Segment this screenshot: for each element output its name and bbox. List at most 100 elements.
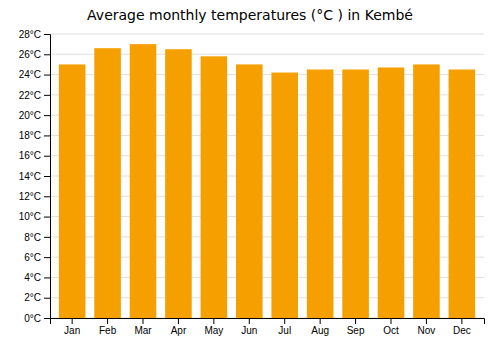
x-tick: Mar	[134, 318, 152, 336]
y-tick-mark	[44, 54, 50, 55]
y-tick-mark	[44, 277, 50, 278]
y-tick-mark	[44, 298, 50, 299]
y-tick-label: 18°C	[19, 130, 41, 141]
y-tick-label: 10°C	[19, 211, 41, 222]
x-tick-mark	[391, 318, 392, 324]
bar	[271, 73, 298, 318]
y-tick-mark	[44, 196, 50, 197]
x-tick-label: Jan	[64, 325, 80, 336]
x-tick-mark	[249, 318, 250, 324]
y-tick-label: 14°C	[19, 171, 41, 182]
bars	[59, 44, 475, 318]
x-tick-mark	[143, 318, 144, 324]
bar	[413, 64, 440, 318]
y-tick-mark	[44, 75, 50, 76]
x-tick: Feb	[99, 318, 117, 336]
y-tick: 0°C	[24, 313, 50, 324]
y-tick-label: 2°C	[24, 292, 41, 303]
y-tick-label: 16°C	[19, 150, 41, 161]
y-tick-label: 6°C	[24, 252, 41, 263]
x-tick-mark	[320, 318, 321, 324]
bar	[307, 70, 334, 319]
y-tick-mark	[44, 237, 50, 238]
bar	[59, 64, 86, 318]
y-tick-label: 22°C	[19, 90, 41, 101]
x-tick-label: Mar	[134, 325, 152, 336]
y-tick: 20°C	[19, 110, 50, 121]
x-tick-mark	[213, 318, 214, 324]
bar	[201, 56, 228, 318]
grid-line	[50, 34, 484, 35]
y-tick: 28°C	[19, 29, 50, 40]
x-tick-mark	[355, 318, 356, 324]
y-tick-label: 24°C	[19, 69, 41, 80]
x-tick-label: Apr	[171, 325, 187, 336]
bar	[94, 48, 121, 318]
y-tick-label: 20°C	[19, 110, 41, 121]
y-tick: 24°C	[19, 69, 50, 80]
plot: 0°C 2°C 4°C 6°C 8°C 10°C 12°C 14°C 16°C 18°C 20°C 2…	[19, 29, 485, 336]
y-tick: 8°C	[24, 232, 50, 243]
title: Average monthly temperatures (°C ) in Ke…	[87, 7, 413, 23]
x-tick: Nov	[418, 318, 436, 336]
x-tick: Jun	[241, 318, 257, 336]
bar	[130, 44, 157, 318]
y-tick-label: 28°C	[19, 29, 41, 40]
y-tick: 22°C	[19, 90, 50, 101]
x-tick-label: Sep	[347, 325, 365, 336]
y-tick-mark	[44, 34, 50, 35]
y-tick-mark	[44, 318, 50, 319]
grid	[50, 34, 484, 318]
y-tick-label: 0°C	[24, 313, 41, 324]
y-tick: 26°C	[19, 49, 50, 60]
y-tick: 6°C	[24, 252, 50, 263]
bar	[378, 67, 405, 318]
x-tick: Oct	[383, 318, 399, 336]
x-tick-label: Dec	[453, 325, 471, 336]
y-tick: 18°C	[19, 130, 50, 141]
y-tick-mark	[44, 176, 50, 177]
y-axis: 0°C 2°C 4°C 6°C 8°C 10°C 12°C 14°C 16°C 18°C 20°C 2…	[19, 29, 51, 324]
x-tick: Jul	[278, 318, 291, 336]
y-axis-line	[44, 35, 51, 319]
y-tick-mark	[44, 156, 50, 157]
x-tick-mark	[461, 318, 462, 324]
bar	[342, 70, 369, 319]
x-tick-label: Nov	[418, 325, 436, 336]
y-tick-label: 4°C	[24, 272, 41, 283]
x-tick: Apr	[171, 318, 187, 336]
x-tick-mark	[72, 318, 73, 324]
x-tick-mark	[178, 318, 179, 324]
x-tick-label: Feb	[99, 325, 117, 336]
x-tick-label: Jul	[278, 325, 291, 336]
y-tick-label: 8°C	[24, 232, 41, 243]
x-axis-line	[51, 319, 485, 325]
y-tick-mark	[44, 95, 50, 96]
x-tick: Aug	[311, 318, 329, 336]
y-tick-mark	[44, 217, 50, 218]
x-tick: May	[204, 318, 223, 336]
x-tick: Sep	[347, 318, 365, 336]
chart: Average monthly temperatures (°C ) in Ke…	[0, 0, 500, 350]
y-tick: 14°C	[19, 171, 50, 182]
x-tick-mark	[284, 318, 285, 324]
x-axis: Jan Feb Mar Apr May Jun Jul Aug Sep Oct Nov Dec	[51, 318, 485, 336]
x-tick-label: Jun	[241, 325, 257, 336]
y-tick: 12°C	[19, 191, 50, 202]
bar	[236, 64, 263, 318]
y-tick: 2°C	[24, 292, 50, 303]
y-tick-label: 26°C	[19, 49, 41, 60]
x-tick-label: May	[204, 325, 223, 336]
bar	[165, 49, 192, 318]
y-tick: 10°C	[19, 211, 50, 222]
bar	[449, 70, 476, 319]
y-tick: 16°C	[19, 150, 50, 161]
x-tick-mark	[107, 318, 108, 324]
x-tick-mark	[426, 318, 427, 324]
y-tick-mark	[44, 257, 50, 258]
y-tick: 4°C	[24, 272, 50, 283]
x-tick: Dec	[453, 318, 471, 336]
x-tick-label: Aug	[311, 325, 329, 336]
x-tick: Jan	[64, 318, 80, 336]
y-tick-label: 12°C	[19, 191, 41, 202]
